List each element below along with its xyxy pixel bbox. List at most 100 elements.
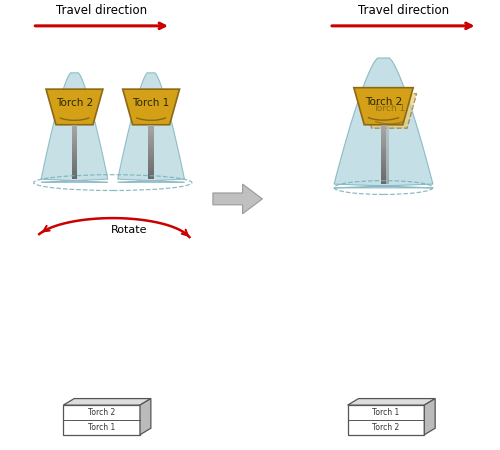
Bar [384, 160, 389, 163]
Bar [380, 175, 386, 178]
Bar [380, 169, 386, 172]
Polygon shape [362, 94, 416, 128]
Bar [72, 155, 78, 157]
Bar [72, 125, 78, 127]
Polygon shape [348, 405, 424, 435]
Bar [72, 152, 78, 155]
Bar [148, 135, 154, 138]
Bar [72, 149, 78, 152]
Bar [380, 163, 386, 166]
Bar [384, 181, 389, 184]
Bar [148, 127, 154, 130]
Bar [380, 140, 386, 143]
Polygon shape [354, 88, 413, 125]
Bar [148, 176, 154, 179]
Bar [384, 158, 389, 160]
Bar [72, 141, 78, 144]
Polygon shape [46, 89, 103, 125]
Bar [72, 168, 78, 171]
Polygon shape [122, 89, 180, 125]
Bar [148, 144, 154, 147]
Bar [380, 148, 386, 152]
Bar [148, 138, 154, 141]
Bar [72, 171, 78, 174]
Bar [384, 134, 389, 137]
Text: Travel direction: Travel direction [56, 4, 147, 18]
Bar [148, 166, 154, 168]
Bar [384, 172, 389, 175]
Bar [148, 141, 154, 144]
Text: Rotate: Rotate [110, 225, 147, 235]
Bar [148, 152, 154, 155]
Bar [72, 176, 78, 179]
Bar [380, 154, 386, 158]
Polygon shape [64, 399, 151, 405]
Bar [148, 174, 154, 176]
Polygon shape [140, 399, 151, 435]
Text: Torch 1: Torch 1 [372, 408, 400, 417]
Bar [72, 144, 78, 147]
Bar [384, 152, 389, 154]
Bar [384, 125, 389, 128]
Bar [384, 178, 389, 181]
Bar [380, 181, 386, 184]
Text: Torch 2: Torch 2 [372, 423, 400, 432]
Bar [384, 169, 389, 172]
Bar [148, 130, 154, 133]
Bar [72, 127, 78, 130]
Polygon shape [348, 399, 435, 405]
Bar [380, 152, 386, 154]
Bar [380, 145, 386, 148]
Bar [148, 163, 154, 166]
Bar [384, 130, 389, 134]
Text: Torch 1: Torch 1 [374, 104, 406, 113]
Bar [148, 171, 154, 174]
Bar [380, 125, 386, 128]
Bar [384, 166, 389, 169]
Bar [380, 143, 386, 145]
Bar [384, 175, 389, 178]
Polygon shape [118, 73, 184, 182]
Bar [384, 154, 389, 158]
Bar [148, 125, 154, 127]
Bar [384, 128, 389, 130]
Bar [72, 166, 78, 168]
Polygon shape [424, 399, 435, 435]
Bar [384, 137, 389, 139]
Bar [380, 172, 386, 175]
Bar [72, 160, 78, 163]
Text: Torch 2: Torch 2 [365, 96, 402, 107]
Bar [72, 138, 78, 141]
Text: Torch 1: Torch 1 [88, 423, 116, 432]
Bar [148, 155, 154, 157]
Bar [72, 133, 78, 135]
Bar [72, 147, 78, 149]
Bar [148, 158, 154, 160]
Bar [148, 133, 154, 135]
Bar [72, 174, 78, 176]
Bar [148, 160, 154, 163]
Bar [72, 130, 78, 133]
Text: Torch 1: Torch 1 [132, 99, 170, 108]
Text: Torch 2: Torch 2 [56, 99, 93, 108]
Bar [380, 137, 386, 139]
Bar [72, 135, 78, 138]
Bar [72, 158, 78, 160]
Bar [384, 140, 389, 143]
Bar [72, 163, 78, 166]
Bar [380, 130, 386, 134]
Bar [384, 163, 389, 166]
Polygon shape [334, 58, 433, 188]
Bar [380, 160, 386, 163]
Bar [148, 149, 154, 152]
Bar [380, 178, 386, 181]
Bar [380, 134, 386, 137]
Text: Travel direction: Travel direction [358, 4, 449, 18]
Bar [380, 166, 386, 169]
Bar [380, 158, 386, 160]
Bar [380, 128, 386, 130]
Polygon shape [64, 405, 140, 435]
Polygon shape [41, 73, 108, 182]
Bar [148, 168, 154, 171]
Bar [384, 148, 389, 152]
